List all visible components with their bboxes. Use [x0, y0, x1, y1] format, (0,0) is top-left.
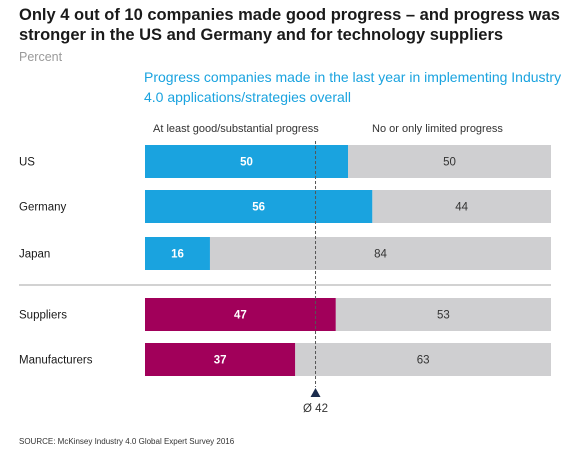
- value-label-good-germany: 56: [252, 202, 265, 214]
- chart-title: Only 4 out of 10 companies made good pro…: [19, 6, 560, 44]
- category-label-germany: Germany: [19, 202, 67, 214]
- value-label-good-us: 50: [240, 157, 253, 169]
- value-label-limited-manufacturers: 63: [417, 355, 430, 367]
- bar-limited-manufacturers: [295, 343, 551, 376]
- bar-limited-us: [348, 145, 551, 178]
- bar-limited-japan: [209, 237, 551, 270]
- chart-subtitle: Progress companies made in the last year…: [144, 69, 562, 105]
- bar-good-germany: [145, 190, 373, 223]
- value-label-good-manufacturers: 37: [214, 355, 227, 367]
- value-label-good-suppliers: 47: [234, 310, 247, 322]
- legend-good-progress: At least good/substantial progress: [153, 123, 319, 135]
- value-label-limited-suppliers: 53: [437, 310, 450, 322]
- value-label-limited-germany: 44: [455, 202, 468, 214]
- legend-limited-progress: No or only limited progress: [372, 123, 503, 135]
- average-marker: [310, 388, 321, 397]
- bar-good-us: [145, 145, 348, 178]
- bar-good-manufacturers: [145, 343, 296, 376]
- bar-good-suppliers: [145, 298, 336, 331]
- bar-limited-germany: [372, 190, 551, 223]
- source-note: SOURCE: McKinsey Industry 4.0 Global Exp…: [19, 437, 235, 446]
- category-label-manufacturers: Manufacturers: [19, 355, 93, 367]
- value-label-limited-japan: 84: [374, 249, 387, 261]
- bar-good-japan: [145, 237, 210, 270]
- category-label-japan: Japan: [19, 249, 50, 261]
- unit-label: Percent: [19, 50, 63, 64]
- category-label-suppliers: Suppliers: [19, 310, 67, 322]
- value-label-limited-us: 50: [443, 157, 456, 169]
- value-label-good-japan: 16: [171, 249, 184, 261]
- bar-limited-suppliers: [335, 298, 551, 331]
- category-label-us: US: [19, 157, 35, 169]
- average-label: Ø 42: [303, 403, 328, 415]
